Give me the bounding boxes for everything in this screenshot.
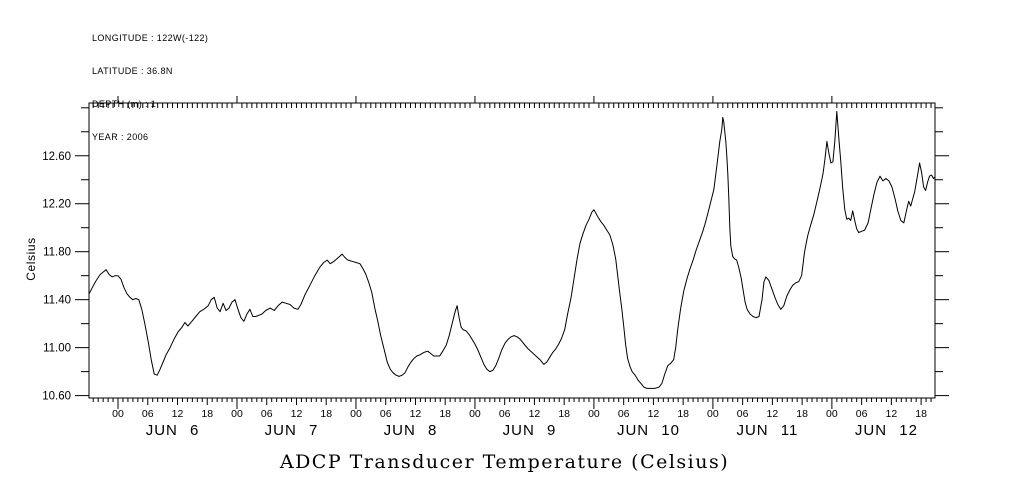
y-axis-labels: 10.60 11.00 11.40 11.80 12.20 12.60 xyxy=(42,151,71,403)
x-hour-label: 06 xyxy=(142,408,154,420)
x-hour-label: 12 xyxy=(291,408,303,420)
x-hour-label: 00 xyxy=(707,408,719,420)
y-tick-label: 11.80 xyxy=(43,247,71,259)
x-hour-label: 12 xyxy=(886,408,898,420)
x-hour-label: 12 xyxy=(648,408,660,420)
x-hour-label: 00 xyxy=(112,408,124,420)
x-hour-label: 00 xyxy=(826,408,838,420)
x-day-label: JUN 11 xyxy=(736,422,798,439)
x-axis-labels: 00 06 12 18 00 06 12 18 00 06 12 18 00 06 12 18 00 06 12 18… xyxy=(112,408,927,439)
x-hour-label: 18 xyxy=(558,408,570,420)
x-hour-label: 18 xyxy=(201,408,213,420)
x-hour-label: 00 xyxy=(469,408,481,420)
x-day-label: JUN 6 xyxy=(146,422,200,439)
x-day-label: JUN 7 xyxy=(265,422,319,439)
x-hour-label: 06 xyxy=(261,408,273,420)
temperature-line xyxy=(88,110,935,389)
x-hour-label: 06 xyxy=(499,408,511,420)
y-axis-ticks xyxy=(75,107,949,397)
header-line-latitude: LATITUDE : 36.8N xyxy=(92,66,173,76)
x-hour-label: 12 xyxy=(410,408,422,420)
x-day-label: JUN 8 xyxy=(384,422,438,439)
x-axis-ticks xyxy=(92,96,932,409)
x-hour-label: 18 xyxy=(677,408,689,420)
x-hour-label: 12 xyxy=(767,408,779,420)
x-hour-label: 06 xyxy=(737,408,749,420)
header-line-longitude: LONGITUDE : 122W(-122) xyxy=(92,33,209,43)
y-tick-label: 10.60 xyxy=(42,391,71,403)
x-hour-label: 00 xyxy=(588,408,600,420)
y-tick-label: 11.00 xyxy=(43,343,71,355)
x-hour-label: 06 xyxy=(618,408,630,420)
y-tick-label: 12.60 xyxy=(42,151,71,163)
x-hour-label: 18 xyxy=(439,408,451,420)
x-day-label: JUN 9 xyxy=(503,422,557,439)
header-line-year: YEAR : 2006 xyxy=(92,132,149,142)
plot-frame xyxy=(88,102,936,399)
x-day-label: JUN 10 xyxy=(617,422,680,439)
x-hour-label: 18 xyxy=(320,408,332,420)
x-hour-label: 00 xyxy=(231,408,243,420)
x-day-label: JUN 12 xyxy=(855,422,918,439)
y-tick-label: 11.40 xyxy=(43,295,71,307)
x-hour-label: 06 xyxy=(856,408,868,420)
x-hour-label: 12 xyxy=(172,408,184,420)
x-hour-label: 12 xyxy=(529,408,541,420)
x-hour-label: 06 xyxy=(380,408,392,420)
y-tick-label: 12.20 xyxy=(42,199,71,211)
x-hour-label: 18 xyxy=(796,408,808,420)
chart-title: ADCP Transducer Temperature (Celsius) xyxy=(279,451,730,473)
x-hour-label: 00 xyxy=(350,408,362,420)
x-hour-label: 18 xyxy=(915,408,927,420)
